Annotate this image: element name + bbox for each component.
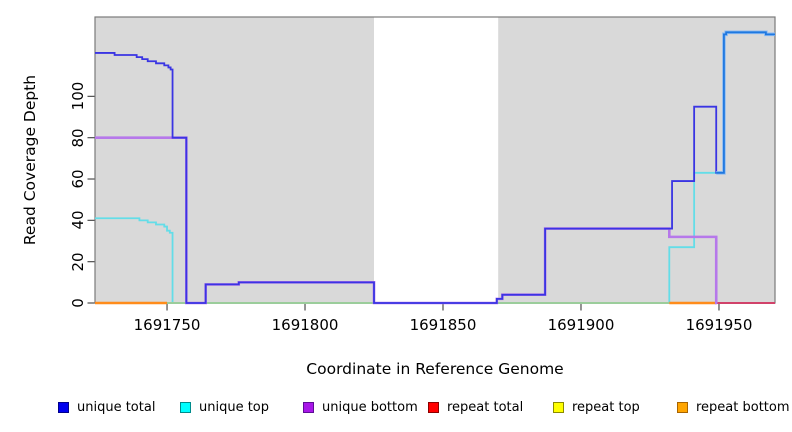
legend-swatch-icon <box>303 401 314 413</box>
legend-label: repeat bottom <box>696 399 790 415</box>
legend-item: repeat total <box>428 399 524 415</box>
unique-total-line <box>95 52 718 304</box>
x-tick-label: 1691850 <box>409 316 477 334</box>
y-tick-label: 20 <box>69 252 87 272</box>
total-top-overlap-core <box>716 31 775 174</box>
x-tick-label: 1691750 <box>133 316 201 334</box>
legend-swatch-icon <box>58 401 69 413</box>
legend-label: unique top <box>199 399 270 415</box>
no-data-gap-band <box>374 17 499 303</box>
y-tick-label: 40 <box>69 210 87 230</box>
legend-swatch-icon <box>677 401 688 413</box>
legend-swatch-icon <box>180 401 191 413</box>
x-tick-label: 1691800 <box>271 316 339 334</box>
y-tick-label: 80 <box>69 128 87 148</box>
legend-item: unique top <box>180 399 270 415</box>
legend-item: unique total <box>58 399 156 415</box>
y-tick-label: 100 <box>69 82 87 111</box>
y-tick-label: 60 <box>69 169 87 189</box>
legend-item: repeat bottom <box>677 399 790 415</box>
x-axis-title: Coordinate in Reference Genome <box>306 360 564 378</box>
y-tick-label: 0 <box>69 298 87 308</box>
legend-label: unique bottom <box>322 399 418 415</box>
x-tick-label: 1691950 <box>685 316 753 334</box>
legend-swatch-icon <box>428 401 439 413</box>
legend-swatch-icon <box>553 401 564 413</box>
legend-item: unique bottom <box>303 399 418 415</box>
y-axis-title: Read Coverage Depth <box>21 74 39 246</box>
x-tick-label: 1691900 <box>547 316 615 334</box>
unique-top-line <box>95 171 717 304</box>
legend-item: repeat top <box>553 399 640 415</box>
legend-label: unique total <box>77 399 156 415</box>
legend-label: repeat top <box>572 399 640 415</box>
legend-label: repeat total <box>447 399 524 415</box>
